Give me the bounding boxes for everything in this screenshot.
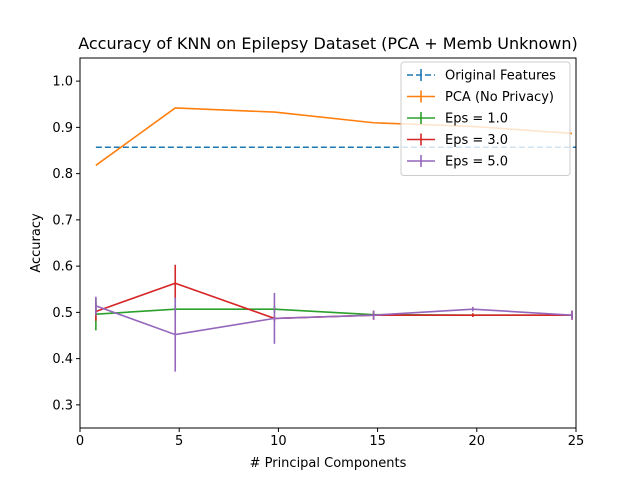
series-2 — [95, 298, 573, 331]
legend: Original Features PCA (No Privacy) Eps = 1… — [400, 61, 571, 176]
x-tick-label-0: 0 — [76, 434, 84, 449]
x-tick-label-4: 20 — [469, 434, 486, 449]
legend-item-4: Eps = 5.0 — [407, 155, 508, 170]
series-line-4 — [95, 305, 573, 336]
legend-item-3: Eps = 3.0 — [407, 133, 508, 148]
legend-label-2: Eps = 1.0 — [445, 112, 508, 127]
legend-item-0: Original Features — [407, 69, 556, 84]
x-tick-label-1: 5 — [175, 434, 183, 449]
x-tick-label-2: 10 — [270, 434, 287, 449]
x-tick-label-3: 15 — [369, 434, 386, 449]
legend-label-1: PCA (No Privacy) — [445, 90, 554, 105]
chart-title: Accuracy of KNN on Epilepsy Dataset (PCA… — [78, 34, 578, 53]
y-tick-label-5: 0.8 — [52, 167, 73, 182]
legend-item-2: Eps = 1.0 — [407, 112, 508, 127]
x-tick-label-5: 25 — [568, 434, 585, 449]
legend-label-3: Eps = 3.0 — [445, 133, 508, 148]
y-tick-label-1: 0.4 — [52, 352, 73, 367]
legend-label-4: Eps = 5.0 — [445, 155, 508, 170]
y-tick-label-2: 0.5 — [52, 306, 73, 321]
y-tick-label-7: 1.0 — [52, 75, 73, 90]
x-axis-label: # Principal Components — [250, 456, 407, 471]
legend-label-0: Original Features — [445, 69, 556, 84]
axes-frame — [79, 57, 577, 429]
plot-area: 0 5 10 15 20 25 0.3 0.4 0.5 0.6 0.7 0.8 0.9 1.0 — [52, 57, 585, 449]
y-axis-label: Accuracy — [29, 213, 44, 273]
legend-box — [400, 61, 571, 176]
y-tick-label-0: 0.3 — [52, 398, 73, 413]
y-tick-label-3: 0.6 — [52, 260, 73, 275]
y-tick-label-4: 0.7 — [52, 213, 73, 228]
series-4 — [95, 292, 573, 372]
legend-item-1: PCA (No Privacy) — [407, 90, 554, 105]
y-tick-label-6: 0.9 — [52, 121, 73, 136]
